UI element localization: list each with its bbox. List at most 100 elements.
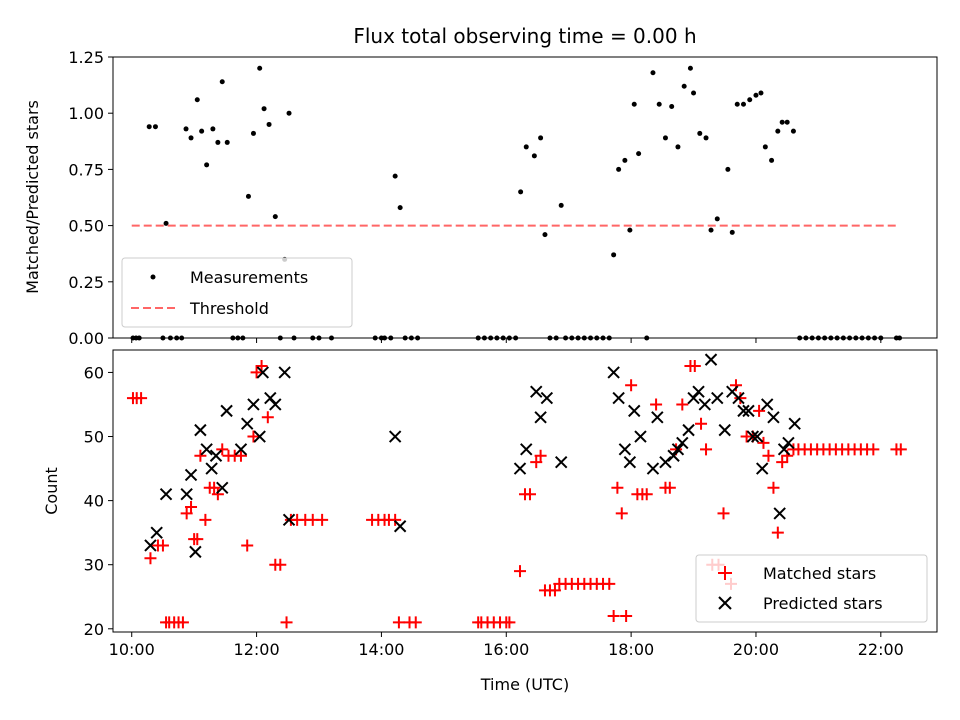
- measurements-point: [488, 335, 494, 341]
- measurements-point: [310, 335, 316, 341]
- matched-stars-point: [753, 404, 766, 417]
- matched-stars-point: [776, 456, 789, 469]
- x-tick-label: 14:00: [358, 640, 404, 659]
- measurements-point: [272, 214, 278, 220]
- matched-stars-point: [676, 398, 689, 411]
- predicted-stars-point: [623, 455, 637, 469]
- top-legend: Measurements Threshold: [121, 257, 353, 328]
- measurements-point: [606, 335, 612, 341]
- measurements-point: [734, 101, 740, 107]
- measurements-point: [708, 227, 714, 233]
- measurements-point: [622, 157, 628, 163]
- measurements-point: [650, 70, 656, 76]
- predicted-stars-point: [692, 385, 705, 398]
- matched-stars-point: [530, 456, 543, 469]
- measurements-point: [230, 335, 236, 341]
- predicted-stars-point: [282, 513, 296, 527]
- measurements-point: [167, 335, 173, 341]
- matched-stars-point: [717, 507, 730, 520]
- measurements-point: [402, 335, 408, 341]
- predicted-stars-point: [209, 449, 223, 462]
- predicted-stars-point: [782, 436, 795, 450]
- matched-stars-point: [247, 430, 260, 443]
- measurements-point: [656, 101, 662, 107]
- measurements-point: [725, 166, 731, 172]
- measurements-point: [494, 335, 500, 341]
- predicted-stars-point: [200, 443, 213, 456]
- top-panel: Flux total observing time = 0.00 h 0.000…: [23, 24, 938, 348]
- measurements-point: [257, 65, 263, 71]
- measurements-point: [160, 335, 166, 341]
- measurements-point: [753, 92, 759, 98]
- predicted-stars-point: [788, 417, 801, 430]
- matched-stars-point: [625, 379, 638, 392]
- matched-stars-point: [548, 584, 561, 597]
- matched-stars-point: [216, 443, 229, 456]
- predicted-stars-point: [534, 411, 547, 424]
- bottom-y-axis-label: Count: [42, 467, 61, 515]
- predicted-stars-point: [184, 468, 198, 482]
- matched-stars-point: [185, 501, 198, 514]
- measurements-point: [803, 335, 809, 341]
- predicted-stars-point: [651, 411, 664, 424]
- predicted-stars-point: [194, 423, 207, 437]
- predicted-stars-point: [269, 398, 282, 411]
- measurements-point: [240, 335, 246, 341]
- predicted-stars-point: [607, 366, 620, 379]
- legend-label-threshold: Threshold: [189, 299, 269, 318]
- measurements-point: [277, 335, 283, 341]
- predicted-stars-point: [205, 462, 218, 475]
- measurements-point: [769, 157, 775, 163]
- bottom-plot-frame: [112, 349, 938, 633]
- y-tick-label: 20: [84, 620, 104, 639]
- matched-stars-point: [144, 552, 157, 565]
- measurements-point: [784, 119, 790, 125]
- measurements-point: [840, 335, 846, 341]
- predicted-stars-point: [388, 430, 402, 443]
- matched-stars-point: [534, 449, 547, 462]
- measurements-point: [729, 229, 735, 235]
- matched-stars-point: [757, 436, 770, 449]
- predicted-stars-point: [777, 443, 791, 456]
- predicted-stars-point: [253, 430, 266, 443]
- measurements-point: [872, 335, 878, 341]
- measurements-point: [215, 139, 221, 145]
- measurements-point: [542, 232, 548, 238]
- matched-stars-point: [762, 449, 775, 462]
- predicted-stars-point: [751, 430, 764, 443]
- x-tick-label: 12:00: [234, 640, 280, 659]
- predicted-stars-point: [711, 391, 724, 405]
- measurements-point: [286, 110, 292, 116]
- measurements-point: [506, 335, 512, 341]
- measurements-point: [611, 252, 617, 258]
- matched-stars-point: [234, 449, 247, 462]
- measurements-point: [518, 189, 524, 195]
- predicted-stars-point: [756, 462, 769, 475]
- measurements-point: [834, 335, 840, 341]
- bottom-legend-box: [695, 554, 928, 623]
- predicted-stars-point: [682, 423, 695, 437]
- predicted-stars-point: [634, 430, 647, 443]
- measurements-point: [644, 335, 650, 341]
- bottom-legend: Matched stars Predicted stars: [695, 554, 928, 623]
- measurements-point: [328, 335, 334, 341]
- matched-stars-point: [734, 392, 747, 405]
- measurements-point: [188, 135, 194, 141]
- measurements-point: [475, 335, 481, 341]
- legend-label-matched-stars: Matched stars: [763, 564, 876, 583]
- measurements-point: [594, 335, 600, 341]
- predicted-stars-point: [676, 436, 689, 450]
- x-tick-label: 16:00: [483, 640, 529, 659]
- predicted-stars-point: [718, 423, 731, 437]
- measurements-point: [146, 124, 152, 130]
- x-axis-label: Time (UTC): [480, 675, 569, 694]
- measurements-point: [266, 121, 272, 127]
- predicted-stars-point: [247, 398, 260, 411]
- matched-stars-point: [611, 481, 624, 494]
- bottom-panel: 20 30 40 50 60 10:00 12:00 14:00 16:00 18:00 20:0…: [42, 349, 938, 694]
- measurements-point: [681, 83, 687, 89]
- top-plot-series: [130, 65, 903, 341]
- measurements-point: [669, 103, 675, 109]
- measurements-point: [878, 335, 884, 341]
- predicted-stars-point: [646, 462, 660, 475]
